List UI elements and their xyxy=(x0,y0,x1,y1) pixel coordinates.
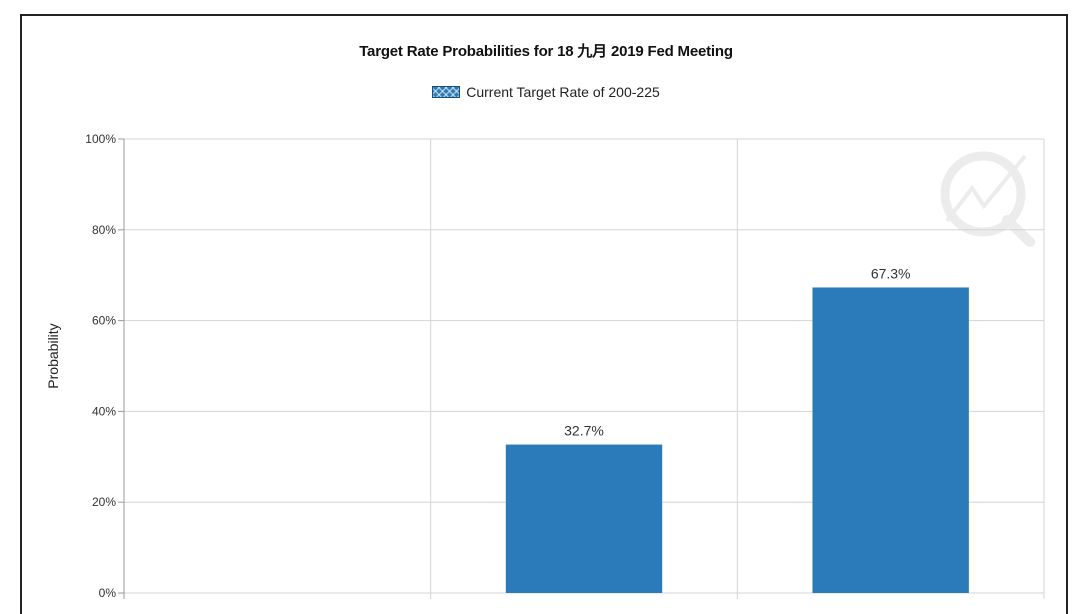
data-label-2: 67.3% xyxy=(871,265,911,281)
legend-label: Current Target Rate of 200-225 xyxy=(466,84,660,100)
y-tick-label: 100% xyxy=(85,132,116,146)
y-tick-label: 20% xyxy=(92,495,116,509)
bar-2[interactable] xyxy=(812,287,969,593)
y-axis-title: Probability xyxy=(45,323,61,388)
bar-1[interactable] xyxy=(505,444,663,593)
chart-frame: Target Rate Probabilities for 18 九月 2019… xyxy=(20,14,1068,614)
y-tick-label: 60% xyxy=(92,314,116,328)
watermark-icon xyxy=(940,151,1035,247)
y-tick-label: 0% xyxy=(99,586,117,600)
y-tick-label: 80% xyxy=(92,223,116,237)
legend[interactable]: Current Target Rate of 200-225 xyxy=(22,84,1070,100)
chart-title: Target Rate Probabilities for 18 九月 2019… xyxy=(359,43,733,60)
plot-area: 0% 20% 40% 60% 80% 100% 32.7% 67.3% Probability xyxy=(45,132,1045,600)
data-label-1: 32.7% xyxy=(564,423,604,439)
y-tick-label: 40% xyxy=(92,404,116,418)
legend-swatch xyxy=(432,86,461,98)
